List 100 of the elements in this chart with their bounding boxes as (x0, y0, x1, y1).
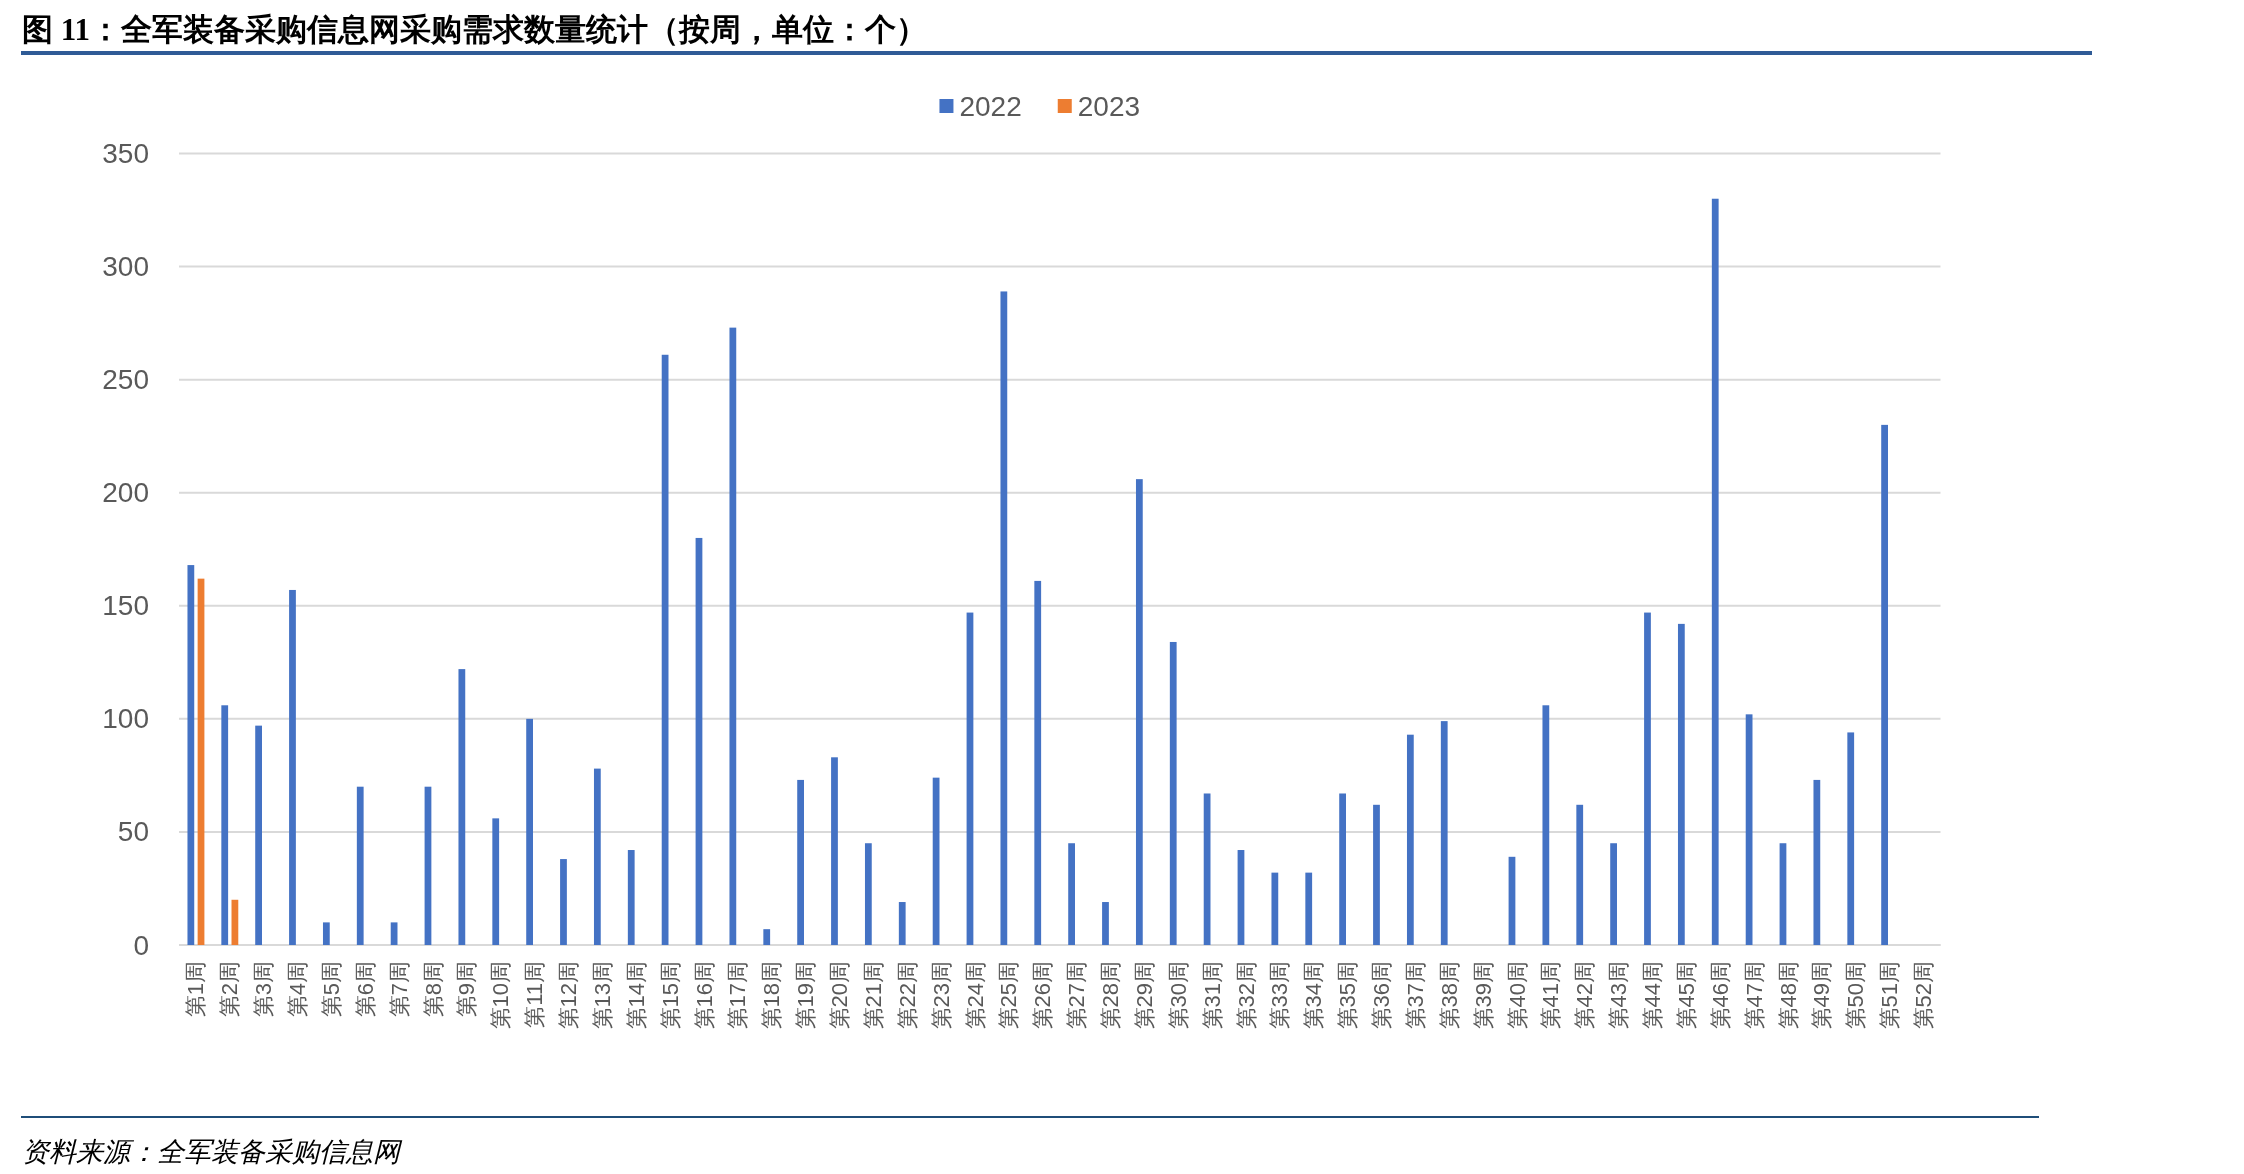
bar (1881, 424, 1888, 945)
bar (1305, 872, 1313, 945)
x-tick-label: 第8周 (420, 961, 446, 1018)
bar (1847, 732, 1855, 945)
x-tick-label: 第12周 (556, 961, 582, 1030)
x-tick-label: 第4周 (285, 961, 311, 1018)
x-tick-label: 第3周 (251, 961, 277, 1018)
x-tick-label: 第51周 (1877, 961, 1903, 1030)
bar (593, 768, 601, 945)
x-tick-label: 第2周 (217, 961, 243, 1018)
bar (864, 843, 872, 945)
bar (1339, 793, 1346, 945)
x-tick-label: 第22周 (894, 961, 920, 1030)
x-tick-label: 第7周 (386, 961, 412, 1018)
y-tick-label: 350 (102, 138, 149, 169)
bar (356, 786, 364, 945)
x-tick-label: 第44周 (1640, 961, 1666, 1030)
bar (1644, 612, 1651, 945)
x-tick-label: 第40周 (1504, 961, 1530, 1030)
x-tick-label: 第47周 (1741, 961, 1767, 1030)
legend-label: 2022 (959, 90, 1022, 122)
bar (1373, 804, 1380, 945)
x-tick-label: 第1周 (183, 961, 209, 1018)
bar (1813, 779, 1821, 945)
y-tick-label: 100 (102, 703, 149, 735)
x-tick-label: 第43周 (1606, 961, 1632, 1030)
bar (221, 705, 229, 945)
x-tick-label: 第19周 (793, 961, 819, 1030)
x-tick-label: 第48周 (1775, 961, 1801, 1030)
bar (627, 850, 635, 945)
x-tick-label: 第13周 (589, 961, 615, 1030)
x-tick-label: 第23周 (928, 961, 954, 1030)
bar (729, 327, 737, 945)
x-tick-label: 第30周 (1165, 961, 1191, 1030)
bar (1406, 734, 1414, 945)
x-tick-label: 第41周 (1538, 961, 1564, 1030)
y-tick-label: 250 (102, 364, 149, 396)
x-tick-label: 第21周 (860, 961, 886, 1030)
bar (1271, 872, 1279, 945)
bar (1135, 479, 1143, 945)
x-tick-label: 第5周 (318, 961, 344, 1018)
x-tick-label: 第26周 (1030, 961, 1056, 1030)
bar (560, 859, 567, 945)
bar (187, 565, 195, 945)
bar (390, 922, 398, 945)
y-tick-label: 300 (102, 251, 149, 283)
bar (492, 818, 500, 945)
x-tick-label: 第17周 (725, 961, 751, 1030)
x-tick-label: 第25周 (996, 961, 1022, 1030)
x-tick-label: 第38周 (1436, 961, 1462, 1030)
x-tick-label: 第28周 (1098, 961, 1124, 1030)
bar (898, 902, 906, 945)
bar (1169, 641, 1177, 945)
text: 资料来源：全军装备采购信息网 (22, 1137, 403, 1167)
x-tick-label: 第15周 (657, 961, 683, 1030)
x-tick-label: 第31周 (1199, 961, 1225, 1030)
x-tick-label: 第14周 (623, 961, 649, 1030)
x-tick-label: 第35周 (1335, 961, 1361, 1030)
legend-label: 2023 (1077, 90, 1141, 122)
bar (797, 779, 804, 945)
bar (322, 922, 330, 945)
bar (1610, 843, 1617, 945)
bar (1000, 291, 1008, 945)
bar (1677, 623, 1685, 945)
bar (458, 669, 466, 945)
bar (763, 929, 771, 945)
x-tick-label: 第32周 (1233, 961, 1259, 1030)
x-tick-label: 第52周 (1911, 961, 1937, 1030)
x-tick-label: 第34周 (1301, 961, 1327, 1030)
x-tick-label: 第27周 (1064, 961, 1090, 1030)
bar (289, 589, 296, 945)
bar (526, 718, 533, 945)
y-tick-label: 150 (102, 590, 149, 622)
x-tick-label: 第6周 (352, 961, 378, 1018)
x-tick-label: 第37周 (1402, 961, 1428, 1030)
y-tick-label: 200 (102, 477, 149, 509)
x-tick-label: 第42周 (1572, 961, 1598, 1030)
bar (1102, 902, 1109, 945)
x-tick-label: 第36周 (1369, 961, 1395, 1030)
x-tick-label: 第49周 (1809, 961, 1835, 1030)
x-tick-label: 第24周 (962, 961, 988, 1030)
x-tick-label: 第29周 (1131, 961, 1157, 1030)
y-tick-label: 50 (117, 816, 149, 848)
x-tick-label: 第20周 (827, 961, 853, 1030)
x-tick-label: 第18周 (759, 961, 785, 1030)
x-tick-label: 第10周 (488, 961, 514, 1030)
x-tick-label: 第9周 (454, 961, 480, 1018)
y-tick-label: 0 (133, 929, 149, 961)
bar (1576, 804, 1584, 945)
x-tick-label: 第16周 (691, 961, 717, 1030)
bar (1542, 705, 1550, 945)
bar (255, 725, 262, 945)
x-tick-label: 第39周 (1470, 961, 1496, 1030)
x-tick-label: 第33周 (1267, 961, 1293, 1030)
x-tick-label: 第11周 (522, 961, 548, 1028)
bar (1440, 721, 1448, 945)
bar (1068, 843, 1075, 945)
x-tick-label: 第45周 (1673, 961, 1699, 1030)
x-tick-label: 第50周 (1843, 961, 1869, 1030)
bar (1711, 198, 1719, 945)
